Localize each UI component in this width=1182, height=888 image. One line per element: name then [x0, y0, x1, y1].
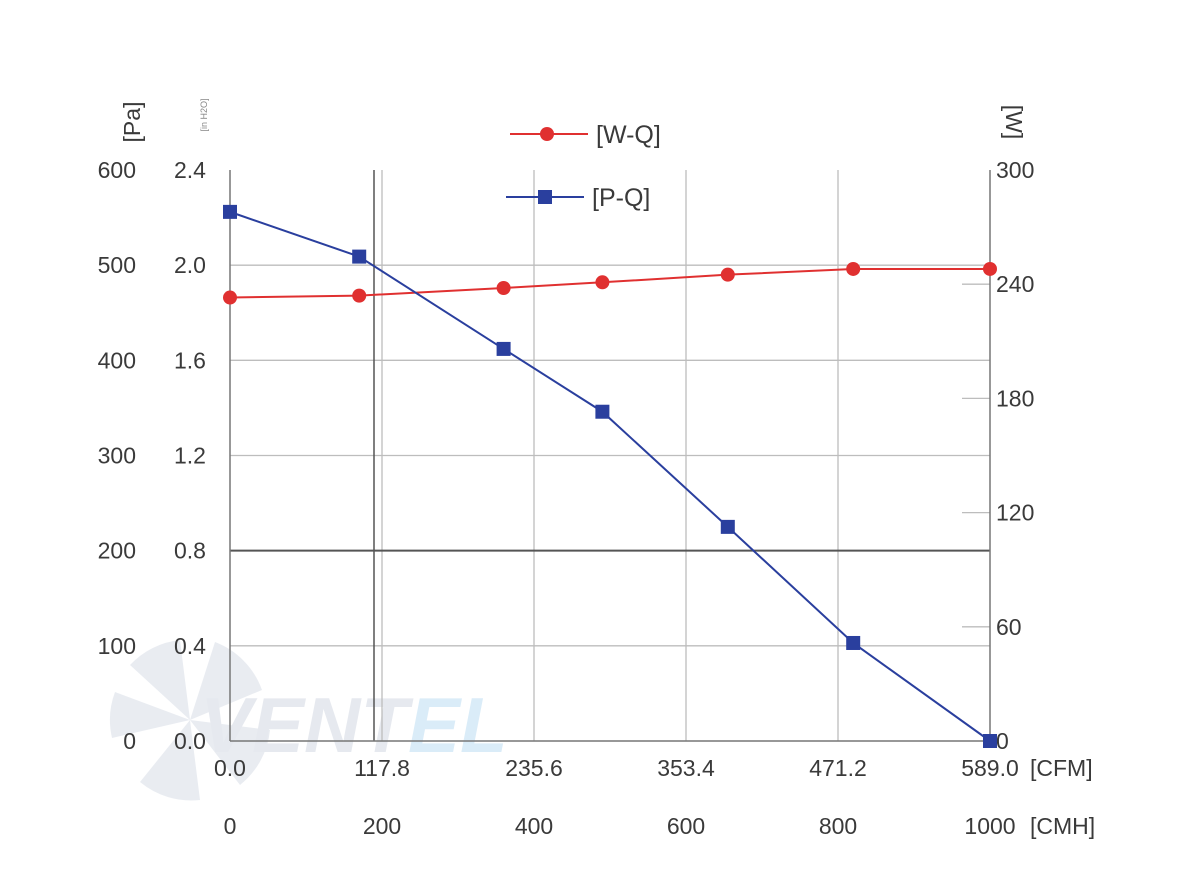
watermark-text: VENTEL: [200, 681, 508, 769]
y-tick-label-pa: 500: [98, 252, 136, 278]
y-tick-label-pa: 100: [98, 633, 136, 659]
legend: [W-Q] [P-Q]: [506, 121, 661, 212]
x-tick-label-cmh: 600: [667, 813, 705, 839]
data-point-wq: [595, 275, 610, 290]
y-tick-label-inh2o: 2.4: [174, 157, 206, 183]
x-tick-label-cmh: 800: [819, 813, 857, 839]
y-tick-label-w: 0: [996, 728, 1009, 754]
y-tick-label-inh2o: 0.0: [174, 728, 206, 754]
series-layer: [223, 204, 997, 748]
y-axis-inh2o-label: [in H2O]: [199, 98, 209, 131]
y-tick-label-w: 60: [996, 614, 1022, 640]
fan-logo-icon: [109, 640, 270, 801]
x-tick-label-cmh: 1000: [964, 813, 1015, 839]
data-point-pq: [352, 249, 367, 264]
data-point-wq: [223, 290, 237, 305]
y-tick-label-inh2o: 0.8: [174, 538, 206, 564]
x-axis-cfm-label: [CFM]: [1030, 755, 1093, 781]
x-tick-label-cmh: 0: [224, 813, 237, 839]
y-axis-pa-ticks: 0 100 200 300 400 500 600: [98, 157, 136, 754]
y-tick-label-w: 300: [996, 157, 1034, 183]
data-point-wq: [846, 261, 861, 276]
x-tick-label-cfm: 589.0: [961, 755, 1019, 781]
y-tick-label-pa: 600: [98, 157, 136, 183]
y-axis-w-label: [W]: [1001, 105, 1027, 140]
data-point-wq: [496, 281, 511, 296]
y-tick-label-pa: 400: [98, 347, 136, 373]
legend-wq-label: [W-Q]: [596, 121, 661, 149]
legend-wq-marker: [540, 127, 554, 141]
x-tick-label-cfm: 117.8: [354, 755, 410, 781]
y-tick-label-pa: 200: [98, 538, 136, 564]
legend-pq-label: [P-Q]: [592, 184, 650, 212]
x-tick-label-cfm: 235.6: [505, 755, 563, 781]
x-axis-cmh-ticks: 0 200 400 600 800 1000: [224, 813, 1016, 839]
x-tick-label-cmh: 400: [515, 813, 553, 839]
y-axis-pa-label: [Pa]: [119, 102, 145, 143]
series-line-wq: [229, 267, 990, 299]
data-point-wq: [720, 267, 735, 282]
data-point-pq: [846, 635, 861, 650]
x-tick-label-cfm: 353.4: [657, 755, 715, 781]
x-axis-cmh-label: [CMH]: [1030, 813, 1095, 839]
y-tick-label-w: 180: [996, 385, 1034, 411]
x-tick-label-cfm: 471.2: [809, 755, 867, 781]
y-tick-label-inh2o: 0.4: [174, 633, 206, 659]
series-line-pq: [229, 210, 991, 742]
x-tick-label-cmh: 200: [363, 813, 401, 839]
data-point-wq: [983, 261, 997, 276]
y-tick-label-pa: 300: [98, 443, 136, 469]
y-tick-label-w: 120: [996, 500, 1034, 526]
data-point-pq: [595, 404, 610, 419]
y-axis-w-ticks: 0 60 120 180 240 300: [996, 157, 1034, 754]
y-tick-label-inh2o: 2.0: [174, 252, 206, 278]
data-point-wq: [352, 288, 367, 303]
grid: [230, 170, 990, 741]
y-tick-label-inh2o: 1.2: [174, 443, 206, 469]
watermark-logo: VENTEL: [109, 640, 508, 801]
x-axis-cfm-ticks: 0.0 117.8 235.6 353.4 471.2 589.0: [214, 755, 1019, 781]
y-tick-label-inh2o: 1.6: [174, 347, 206, 373]
y-tick-label-pa: 0: [123, 728, 136, 754]
legend-pq-marker: [538, 190, 552, 204]
data-point-pq: [496, 341, 511, 356]
x-tick-label-cfm: 0.0: [214, 755, 246, 781]
data-point-pq: [983, 734, 997, 748]
data-point-pq: [720, 519, 735, 534]
data-point-pq: [223, 204, 237, 219]
y-axis-inh2o-ticks: 0.0 0.4 0.8 1.2 1.6 2.0 2.4: [174, 157, 206, 754]
y-tick-label-w: 240: [996, 271, 1034, 297]
